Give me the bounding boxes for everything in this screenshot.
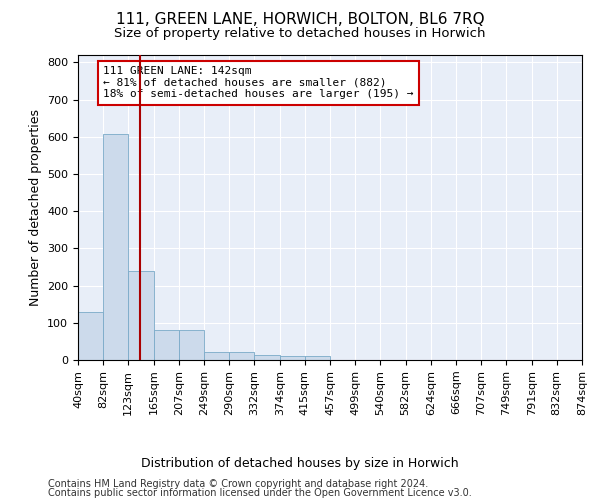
Bar [254,355,280,360]
Bar [280,356,305,360]
Text: Distribution of detached houses by size in Horwich: Distribution of detached houses by size … [141,458,459,470]
Bar [179,330,205,360]
Bar [229,352,254,360]
Text: 111 GREEN LANE: 142sqm
← 81% of detached houses are smaller (882)
18% of semi-de: 111 GREEN LANE: 142sqm ← 81% of detached… [103,66,414,100]
Text: Contains HM Land Registry data © Crown copyright and database right 2024.: Contains HM Land Registry data © Crown c… [48,479,428,489]
Bar [103,134,128,360]
Text: Size of property relative to detached houses in Horwich: Size of property relative to detached ho… [114,28,486,40]
Text: Contains public sector information licensed under the Open Government Licence v3: Contains public sector information licen… [48,488,472,498]
Y-axis label: Number of detached properties: Number of detached properties [29,109,41,306]
Bar [128,272,154,360]
Bar [205,352,229,360]
Bar [305,356,330,360]
Bar [78,312,103,360]
Bar [154,330,179,360]
Text: 111, GREEN LANE, HORWICH, BOLTON, BL6 7RQ: 111, GREEN LANE, HORWICH, BOLTON, BL6 7R… [116,12,484,28]
